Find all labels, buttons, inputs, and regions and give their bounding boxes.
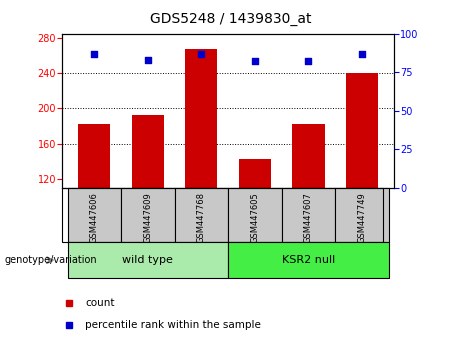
Text: percentile rank within the sample: percentile rank within the sample xyxy=(85,320,261,330)
Text: count: count xyxy=(85,298,115,308)
Bar xyxy=(228,188,282,242)
Text: GSM447768: GSM447768 xyxy=(197,192,206,243)
Bar xyxy=(121,188,175,242)
Bar xyxy=(292,124,325,188)
Point xyxy=(358,51,366,57)
Bar xyxy=(175,188,228,242)
Bar xyxy=(68,242,228,278)
Text: GSM447749: GSM447749 xyxy=(358,192,366,243)
Point xyxy=(305,58,312,64)
Point xyxy=(251,58,259,64)
Bar xyxy=(282,188,335,242)
Text: wild type: wild type xyxy=(123,255,173,265)
Bar xyxy=(78,124,111,188)
Bar xyxy=(239,159,271,188)
Point xyxy=(144,57,152,63)
Text: GSM447606: GSM447606 xyxy=(90,192,99,243)
Point xyxy=(198,51,205,57)
Text: KSR2 null: KSR2 null xyxy=(282,255,335,265)
Bar xyxy=(346,73,378,188)
Text: GSM447607: GSM447607 xyxy=(304,192,313,243)
Text: GSM447609: GSM447609 xyxy=(143,192,153,243)
Text: genotype/variation: genotype/variation xyxy=(5,255,97,265)
Bar xyxy=(185,48,218,188)
Text: GSM447605: GSM447605 xyxy=(250,192,260,243)
Point xyxy=(91,51,98,57)
Text: GDS5248 / 1439830_at: GDS5248 / 1439830_at xyxy=(150,12,311,27)
Bar xyxy=(132,115,164,188)
Bar xyxy=(68,188,121,242)
Bar xyxy=(335,188,389,242)
Bar xyxy=(228,242,389,278)
